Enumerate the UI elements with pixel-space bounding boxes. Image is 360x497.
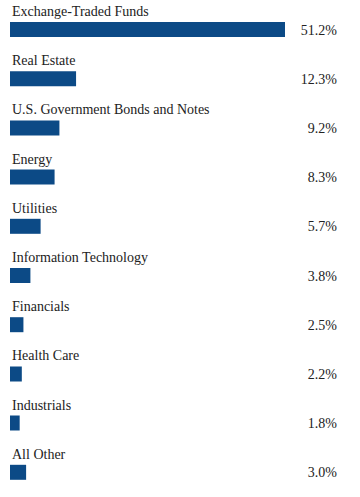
svg-text:Health Care: Health Care [12, 348, 79, 363]
svg-text:2.5%: 2.5% [308, 318, 338, 333]
svg-text:Information Technology: Information Technology [12, 250, 148, 265]
svg-text:8.3%: 8.3% [308, 170, 338, 185]
svg-text:9.2%: 9.2% [308, 121, 338, 136]
svg-text:Industrials: Industrials [12, 398, 71, 413]
svg-text:2.2%: 2.2% [308, 367, 338, 382]
svg-text:Financials: Financials [12, 299, 70, 314]
svg-text:All Other: All Other [12, 447, 66, 462]
svg-text:U.S. Government Bonds and Note: U.S. Government Bonds and Notes [12, 102, 210, 117]
svg-text:12.3%: 12.3% [301, 72, 338, 87]
svg-text:1.8%: 1.8% [308, 416, 338, 431]
svg-text:3.8%: 3.8% [308, 269, 338, 284]
svg-text:Energy: Energy [12, 152, 52, 167]
svg-text:51.2%: 51.2% [301, 23, 338, 38]
svg-text:5.7%: 5.7% [308, 219, 338, 234]
svg-text:3.0%: 3.0% [308, 465, 338, 480]
svg-text:Real Estate: Real Estate [12, 53, 75, 68]
svg-text:Utilities: Utilities [12, 201, 57, 216]
svg-text:Exchange-Traded Funds: Exchange-Traded Funds [12, 4, 149, 19]
